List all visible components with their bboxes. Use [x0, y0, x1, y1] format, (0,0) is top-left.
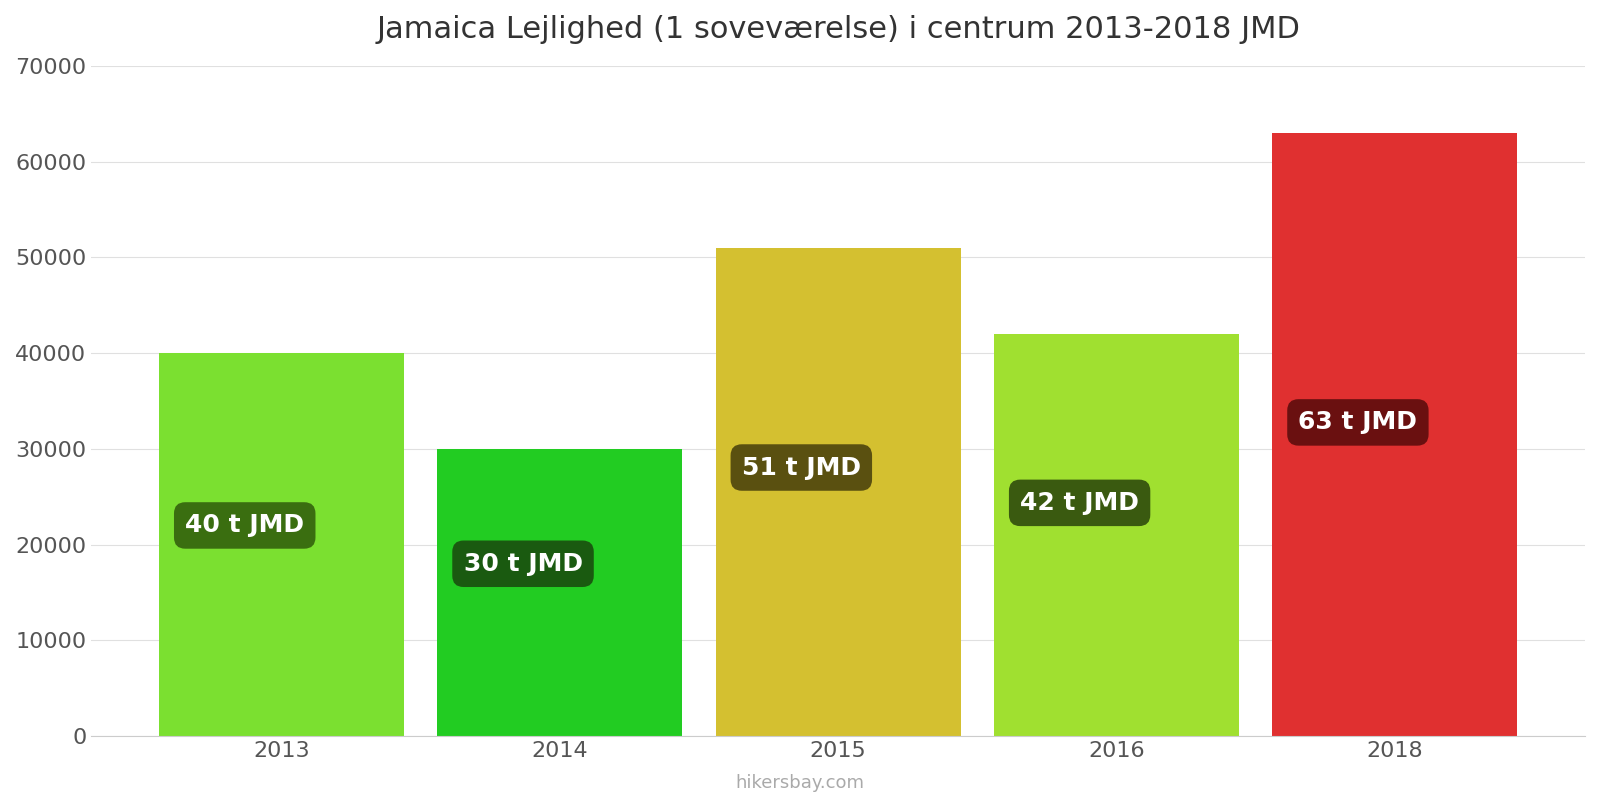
Bar [437, 449, 682, 736]
Text: 51 t JMD: 51 t JMD [742, 455, 861, 479]
Text: 40 t JMD: 40 t JMD [186, 514, 304, 538]
Bar [158, 353, 403, 736]
Text: 30 t JMD: 30 t JMD [464, 552, 582, 576]
Text: 63 t JMD: 63 t JMD [1299, 410, 1418, 434]
Title: Jamaica Lejlighed (1 soveværelse) i centrum 2013-2018 JMD: Jamaica Lejlighed (1 soveværelse) i cent… [376, 15, 1299, 44]
Text: hikersbay.com: hikersbay.com [736, 774, 864, 792]
Bar [994, 334, 1238, 736]
Bar [715, 248, 960, 736]
Text: 42 t JMD: 42 t JMD [1021, 491, 1139, 515]
Bar [1272, 133, 1517, 736]
